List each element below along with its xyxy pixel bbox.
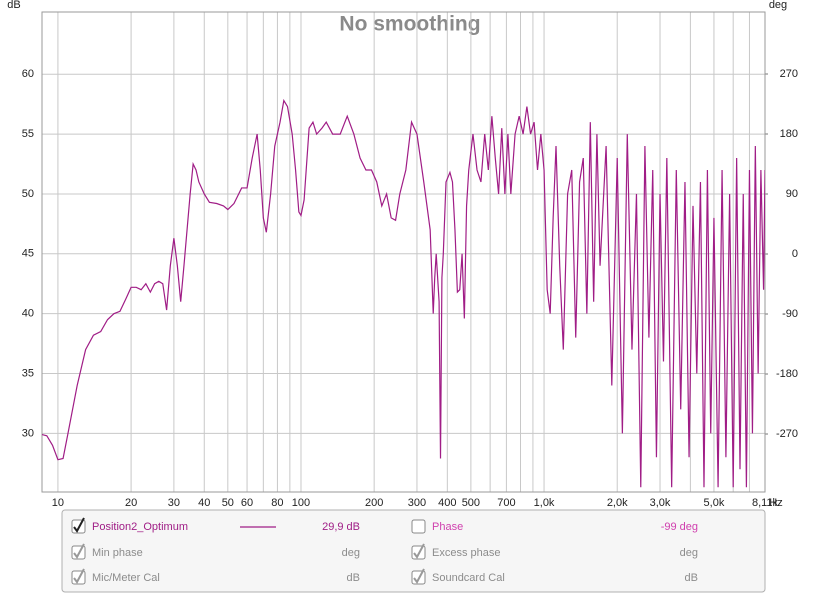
y2-tick-label: -270 bbox=[776, 428, 798, 440]
legend-readout: deg bbox=[680, 547, 698, 559]
x-tick-label: 500 bbox=[462, 497, 480, 509]
legend-readout: dB bbox=[347, 572, 360, 584]
chart-title: No smoothing bbox=[339, 13, 480, 36]
x-tick-label: 50 bbox=[222, 497, 234, 509]
legend-label: Min phase bbox=[92, 547, 143, 559]
legend-label: Excess phase bbox=[432, 547, 500, 559]
y2-tick-label: 270 bbox=[780, 68, 798, 80]
x-tick-label: 400 bbox=[438, 497, 456, 509]
x-tick-label: 60 bbox=[241, 497, 253, 509]
y-tick-label: 55 bbox=[22, 128, 34, 140]
x-tick-label: 10 bbox=[52, 497, 64, 509]
y-tick-label: 35 bbox=[22, 367, 34, 379]
y2-tick-label: 90 bbox=[786, 188, 798, 200]
x-tick-label: 2,0k bbox=[607, 497, 628, 509]
checkmark bbox=[413, 568, 425, 584]
y-tick-label: 50 bbox=[22, 188, 34, 200]
x-tick-label: 20 bbox=[125, 497, 137, 509]
checkmark bbox=[73, 517, 85, 533]
y-tick-label: 60 bbox=[22, 68, 34, 80]
legend-readout: deg bbox=[342, 547, 360, 559]
y-tick-label: 45 bbox=[22, 248, 34, 260]
x-tick-label: 30 bbox=[168, 497, 180, 509]
x-tick-label: 1,0k bbox=[534, 497, 555, 509]
legend-readout: -99 deg bbox=[661, 521, 698, 533]
y-tick-label: 40 bbox=[22, 308, 34, 320]
y2-axis-label: deg bbox=[769, 0, 787, 11]
x-tick-label: 5,0k bbox=[704, 497, 725, 509]
x-tick-label: 700 bbox=[497, 497, 515, 509]
legend-readout: dB bbox=[685, 572, 698, 584]
checkbox[interactable] bbox=[411, 519, 426, 534]
x-tick-label: 200 bbox=[365, 497, 383, 509]
checkmark bbox=[73, 568, 85, 584]
checkmark bbox=[73, 543, 85, 559]
x-tick-label: 40 bbox=[198, 497, 210, 509]
legend-label: Mic/Meter Cal bbox=[92, 572, 160, 584]
x-axis-unit: Hz bbox=[769, 497, 782, 509]
legend-label: Position2_Optimum bbox=[92, 521, 188, 533]
y2-tick-label: -180 bbox=[776, 368, 798, 380]
legend-label: Phase bbox=[432, 521, 463, 533]
y-tick-label: 30 bbox=[22, 427, 34, 439]
x-tick-label: 80 bbox=[271, 497, 283, 509]
plot-border bbox=[41, 11, 766, 493]
y2-tick-label: -90 bbox=[782, 308, 798, 320]
y-axis-label: dB bbox=[7, 0, 20, 11]
y2-tick-label: 180 bbox=[780, 128, 798, 140]
x-tick-label: 100 bbox=[292, 497, 310, 509]
legend-readout: 29,9 dB bbox=[322, 521, 360, 533]
plot-area bbox=[41, 11, 766, 493]
legend-label: Soundcard Cal bbox=[432, 572, 505, 584]
response-line bbox=[42, 98, 765, 488]
checkmark bbox=[413, 543, 425, 559]
x-tick-label: 300 bbox=[408, 497, 426, 509]
y2-tick-label: 0 bbox=[792, 248, 798, 260]
x-tick-label: 3,0k bbox=[650, 497, 671, 509]
x-tick-label: 8,11k bbox=[752, 497, 779, 509]
